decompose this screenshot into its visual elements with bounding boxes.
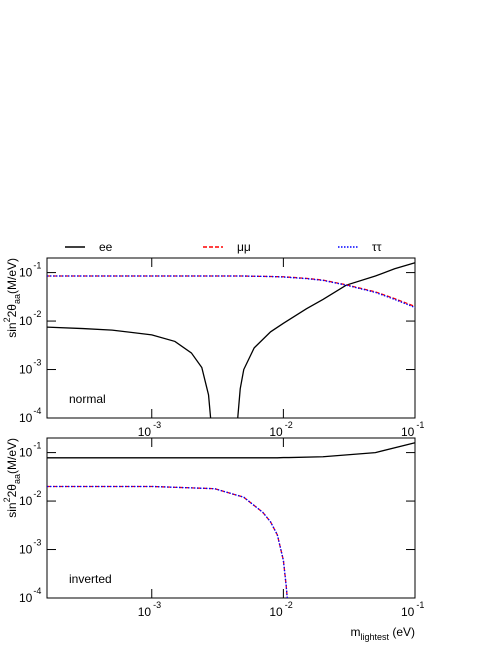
tick-exponent: -2 — [285, 600, 293, 610]
tick-exponent: -3 — [153, 420, 161, 430]
x-tick-label: 10 -1 — [401, 600, 424, 619]
y-label-part: 2 — [2, 497, 12, 502]
x-label-part: m — [350, 625, 360, 639]
tick-base: 10 — [19, 363, 33, 377]
y-tick-label: 10-2 — [19, 309, 41, 328]
legend-label: μμ — [237, 240, 251, 254]
x-tick-label: 10 -1 — [401, 420, 424, 439]
tick-exponent: -1 — [416, 600, 424, 610]
legend-label: ττ — [372, 240, 382, 254]
y-tick-label: 10-1 — [19, 441, 41, 460]
tick-exponent: -2 — [33, 309, 41, 319]
tick-base: 10 — [269, 605, 283, 619]
y-label-part: 2θ — [5, 484, 19, 498]
tick-base: 10 — [19, 494, 33, 508]
x-label-part: (eV) — [389, 625, 415, 639]
y-label-part: sin — [5, 502, 19, 517]
tick-base: 10 — [19, 543, 33, 557]
y-tick-label: 10-3 — [19, 538, 41, 557]
line-series — [47, 442, 416, 459]
y-axis-label: sin22θaa(M/eV) — [2, 438, 22, 518]
y-tick-label: 10-2 — [19, 489, 41, 508]
line-series — [46, 262, 416, 419]
x-axis-label: mlightest (eV) — [350, 625, 415, 642]
y-tick-label: 10-4 — [19, 586, 41, 605]
tick-exponent: -2 — [285, 420, 293, 430]
tick-exponent: -1 — [416, 420, 424, 430]
plot-frame — [46, 257, 416, 419]
y-label-part: aa — [12, 474, 22, 484]
tick-base: 10 — [138, 605, 152, 619]
tick-base: 10 — [401, 425, 415, 439]
legend-label: ee — [99, 240, 113, 254]
tick-base: 10 — [401, 605, 415, 619]
tick-exponent: -2 — [33, 489, 41, 499]
y-tick-label: 10-1 — [19, 261, 41, 280]
tick-exponent: -1 — [33, 261, 41, 271]
y-tick-label: 10-4 — [19, 406, 41, 425]
tick-exponent: -4 — [33, 586, 41, 596]
y-axis-label: sin22θaa(M/eV) — [2, 258, 22, 338]
y-label-part: sin — [5, 322, 19, 337]
x-label-part: lightest — [360, 632, 389, 642]
panel-annotation: inverted — [69, 572, 112, 586]
tick-base: 10 — [19, 446, 33, 460]
tick-exponent: -3 — [33, 538, 41, 548]
panel-annotation: normal — [69, 392, 106, 406]
tick-exponent: -4 — [33, 406, 41, 416]
tick-base: 10 — [138, 425, 152, 439]
plot-frame — [46, 437, 416, 599]
y-label-part: 2θ — [5, 304, 19, 318]
tick-exponent: -3 — [153, 600, 161, 610]
tick-base: 10 — [19, 266, 33, 280]
x-tick-label: 10 -2 — [269, 420, 292, 439]
tick-exponent: -3 — [33, 358, 41, 368]
line-series — [47, 485, 288, 599]
tick-exponent: -1 — [33, 441, 41, 451]
y-label-part: aa — [12, 294, 22, 304]
tick-base: 10 — [19, 591, 33, 605]
x-tick-label: 10 -3 — [138, 420, 161, 439]
tick-base: 10 — [19, 411, 33, 425]
tick-base: 10 — [269, 425, 283, 439]
x-tick-label: 10 -3 — [138, 600, 161, 619]
y-label-part: (M/eV) — [5, 438, 19, 474]
line-series — [47, 275, 416, 308]
y-label-part: 2 — [2, 317, 12, 322]
x-tick-label: 10 -2 — [269, 600, 292, 619]
y-tick-label: 10-3 — [19, 358, 41, 377]
y-label-part: (M/eV) — [5, 258, 19, 294]
tick-base: 10 — [19, 314, 33, 328]
